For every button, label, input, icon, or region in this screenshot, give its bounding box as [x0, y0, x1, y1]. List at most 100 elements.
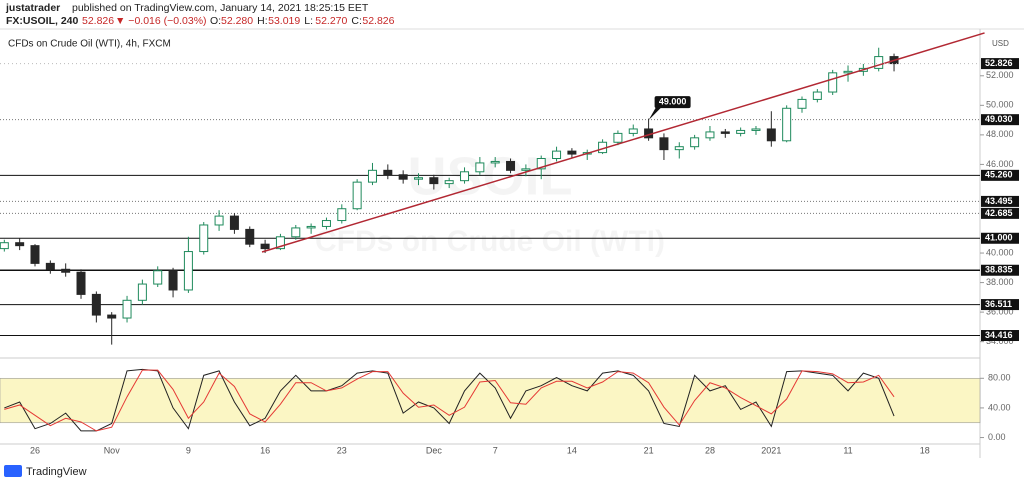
level-label-box: [981, 232, 1019, 244]
y-tick-label: 50.000: [986, 100, 1014, 110]
candle-body: [122, 299, 132, 319]
trendline: [261, 32, 985, 253]
candle-body: [275, 236, 285, 250]
candle-body: [61, 268, 71, 273]
x-tick-label: 21: [644, 445, 654, 455]
axes: 34.000 36.000 38.000 40.000 46.000 48.000 50.0…: [30, 58, 1019, 455]
candle-body: [321, 220, 331, 227]
candle-body: [720, 131, 730, 134]
level-label: 38.835: [985, 265, 1013, 275]
candle-body: [214, 215, 224, 226]
candle-body: [291, 227, 301, 238]
band: [0, 377, 981, 424]
ohlc-key: L:: [304, 15, 313, 27]
callout-pointer: [648, 106, 663, 121]
ohlc-value: 52.270: [315, 15, 347, 27]
price-pane: 49.000: [0, 32, 985, 345]
level-label: 45.260: [985, 170, 1013, 180]
candle-body: [613, 132, 623, 143]
x-tick-label: 14: [567, 445, 577, 455]
candle-body: [229, 215, 239, 230]
candle-body: [751, 128, 761, 131]
change: ▼ −0.016 (−0.03%): [115, 15, 207, 27]
y-tick-label: 46.000: [986, 159, 1014, 169]
candle-body: [260, 243, 270, 250]
candle-body: [183, 251, 193, 291]
candle-body: [736, 129, 746, 134]
candle-body: [444, 180, 454, 185]
candle-body: [766, 128, 776, 142]
symbol: FX:USOIL, 240: [6, 15, 79, 27]
level-label-box: [981, 264, 1019, 276]
x-tick-label: Dec: [426, 445, 443, 455]
level-label-box: [981, 330, 1019, 342]
candle-body: [567, 150, 577, 155]
level-label-box: [981, 169, 1019, 181]
y-tick-label: 48.000: [986, 129, 1014, 139]
level-label-box: [981, 195, 1019, 207]
price-label: 52.826: [985, 58, 1013, 68]
y-tick-label: 52.000: [986, 70, 1014, 80]
x-tick-label: 16: [260, 445, 270, 455]
x-tick-label: 11: [843, 445, 852, 455]
candle-body: [30, 245, 40, 264]
candle-body: [490, 160, 500, 164]
level-label-box: [981, 207, 1019, 219]
x-tick-label: 2021: [761, 445, 781, 455]
candle-body: [245, 228, 255, 245]
currency: USD: [992, 39, 1009, 48]
y-tick-label: 40.000: [986, 247, 1014, 257]
candle-body: [628, 128, 638, 134]
candle-body: [306, 225, 316, 229]
candle-body: [460, 171, 470, 182]
level-label: 36.511: [985, 299, 1012, 309]
candle-body: [137, 283, 147, 301]
level-label: 42.685: [985, 208, 1013, 218]
author: justatrader: [5, 2, 60, 14]
osc-tick-label: 40.00: [988, 402, 1011, 412]
candle-body: [475, 162, 485, 173]
candle-body: [107, 314, 117, 319]
osc-tick-label: 0.00: [988, 432, 1006, 442]
logo: TradingView: [26, 466, 87, 478]
y-tick-label: 38.000: [986, 277, 1014, 287]
y-tick-label: 36.000: [986, 306, 1014, 316]
oscillator-pane: [0, 368, 981, 432]
chart-legend: CFDs on Crude Oil (WTI), 4h, FXCM: [8, 39, 171, 50]
y-tick-label: 34.000: [986, 336, 1014, 346]
published: published on TradingView.com, January 14…: [72, 2, 369, 14]
candle-body: [536, 158, 546, 170]
candle-body: [797, 98, 807, 109]
callout-label: 49.000: [659, 96, 687, 106]
price-label-box: [981, 58, 1019, 70]
candle-body: [15, 242, 25, 247]
watermark: USOIL CFDs on Crude Oil (WTI): [315, 146, 665, 258]
candle-body: [828, 72, 838, 93]
ohlc-value: 52.826: [362, 15, 394, 27]
candle-body: [414, 177, 423, 180]
candle-body: [506, 160, 516, 171]
osc-tick-label: 80.00: [988, 373, 1011, 383]
candle-body: [705, 131, 715, 139]
candle-body: [45, 262, 55, 270]
x-tick-label: Nov: [104, 445, 121, 455]
candle-body: [659, 137, 669, 151]
ohlc-value: 53.019: [268, 15, 300, 27]
candle-body: [674, 146, 684, 151]
candle-body: [398, 174, 408, 180]
level-label-box: [981, 114, 1019, 126]
candle-body: [0, 242, 9, 250]
level-label-box: [981, 299, 1019, 311]
ohlc-key: H:: [257, 15, 268, 27]
ohlc: O: 52.280 H: 53.019 L: 52.270 C: 52.826: [210, 15, 395, 27]
level-label: 43.495: [985, 196, 1013, 206]
level-label: 41.000: [985, 233, 1013, 243]
candle-body: [352, 181, 362, 210]
watermark-text: CFDs on Crude Oil (WTI): [315, 225, 665, 258]
candle-body: [337, 208, 347, 222]
level-label: 34.416: [985, 330, 1013, 340]
last-price: 52.826: [82, 15, 114, 27]
x-tick-label: 7: [493, 445, 498, 455]
candle-body: [812, 91, 822, 100]
candle-body: [199, 224, 209, 253]
